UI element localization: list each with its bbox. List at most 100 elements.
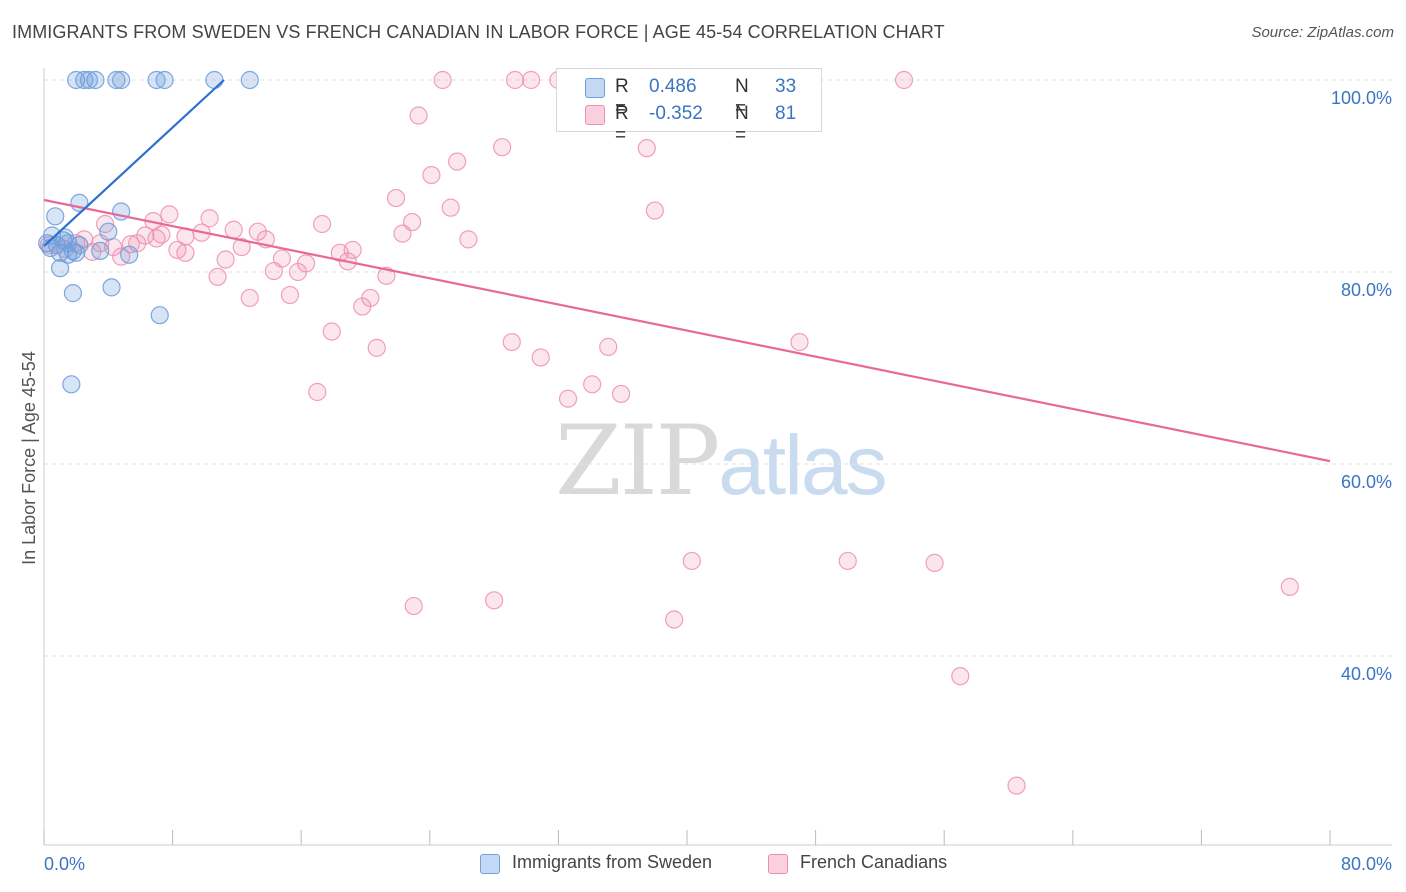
y-axis-label: In Labor Force | Age 45-54 — [19, 351, 39, 565]
correlation-legend: R = 0.486 N = 33 R = -0.352 N = 81 — [556, 68, 822, 146]
french-canadians-point — [505, 70, 525, 90]
french-canadians-point — [1280, 577, 1299, 596]
sweden-point — [205, 70, 224, 90]
french-canadians-point — [433, 70, 452, 90]
gridlines — [44, 79, 1392, 657]
french-canadians-point — [838, 551, 857, 571]
zipatlas-watermark: ZIPatlas — [555, 405, 888, 517]
french-canadians-point — [485, 591, 504, 610]
sweden-point — [55, 228, 74, 247]
french-canadians-point — [637, 139, 656, 158]
french-canadians-point — [583, 375, 602, 394]
french-canadians-point — [611, 384, 631, 404]
french-canadians-point — [308, 382, 327, 402]
french-canadians-point — [790, 332, 809, 352]
legend-n-value: 33 — [775, 76, 797, 97]
legend-r-value: -0.352 — [649, 103, 703, 124]
french-canadians-point — [1007, 776, 1026, 795]
sweden-point — [155, 70, 174, 90]
french-swatch — [768, 854, 788, 874]
watermark-zip: ZIP — [555, 405, 720, 517]
sweden-swatch — [480, 854, 500, 874]
french-canadians-point — [403, 212, 422, 232]
y-tick-label: 80.0% — [1341, 280, 1392, 300]
sweden-point — [240, 70, 259, 90]
french-canadians-point — [531, 348, 550, 367]
french-canadians-point — [422, 165, 441, 185]
french-canadians-point — [280, 285, 300, 305]
french-canadians-point — [459, 230, 478, 249]
sweden-points — [38, 70, 259, 394]
y-tick-label: 60.0% — [1341, 472, 1392, 492]
sweden-point — [120, 245, 139, 264]
sweden-point — [91, 241, 110, 260]
sweden-trend-line — [43, 79, 225, 247]
watermark-atlas: atlas — [718, 418, 887, 512]
french-canadians-point — [894, 70, 914, 90]
sweden-point — [62, 375, 81, 394]
french-canadians-point — [343, 240, 362, 260]
axes — [43, 68, 1392, 846]
sweden-point — [150, 306, 169, 325]
french-canadians-point — [176, 243, 195, 262]
trend-lines — [43, 79, 1331, 463]
french-canadians-point — [272, 249, 292, 268]
french-canadians-point — [216, 250, 235, 269]
french-canadians-point — [361, 288, 380, 308]
french-canadians-point — [951, 667, 970, 686]
sweden-point — [50, 259, 70, 278]
legend-r-label: R = — [615, 76, 629, 119]
french-canadians-point — [665, 610, 684, 629]
french-canadians-point — [377, 266, 396, 285]
french-canadians-points — [39, 70, 1299, 795]
french-canadians-point — [322, 322, 341, 341]
french-swatch — [585, 105, 605, 125]
french-canadians-point — [232, 237, 251, 257]
legend-r-label: R = — [615, 103, 629, 146]
sweden-point — [112, 70, 131, 90]
legend-n-label: N = — [735, 76, 749, 119]
french-canadians-point — [386, 188, 406, 208]
sweden-legend-label: Immigrants from Sweden — [512, 852, 713, 872]
french-canadians-point — [296, 254, 316, 273]
french-canadians-point — [409, 106, 428, 125]
french-canadians-point — [200, 209, 219, 228]
french-canadians-point — [441, 198, 460, 217]
french-canadians-point — [448, 152, 467, 171]
french-legend-label: French Canadians — [800, 852, 948, 872]
french-canadians-point — [147, 229, 166, 248]
x-tick-label: 80.0% — [1341, 854, 1392, 874]
french-canadians-point — [645, 201, 664, 220]
french-canadians-point — [367, 338, 386, 357]
french-canadians-trend-line — [43, 198, 1331, 463]
chart-title: IMMIGRANTS FROM SWEDEN VS FRENCH CANADIA… — [12, 22, 945, 42]
french-canadians-point — [493, 138, 512, 157]
source-label: Source: ZipAtlas.com — [1251, 24, 1394, 41]
sweden-point — [46, 207, 65, 226]
sweden-swatch — [585, 78, 605, 98]
french-canadians-point — [599, 337, 618, 356]
sweden-point — [99, 222, 118, 241]
sweden-point — [107, 70, 126, 90]
french-canadians-point — [521, 70, 541, 90]
sweden-point — [59, 234, 78, 253]
sweden-point — [79, 70, 99, 90]
french-canadians-point — [502, 332, 521, 352]
legend-n-label: N = — [735, 103, 749, 146]
french-canadians-point — [136, 226, 155, 245]
french-canadians-point — [925, 553, 944, 572]
french-canadians-point — [160, 205, 179, 224]
sweden-point — [102, 278, 121, 297]
french-canadians-point — [224, 220, 243, 239]
sweden-point — [86, 70, 105, 90]
legend-n-value: 81 — [775, 103, 797, 124]
french-canadians-point — [208, 267, 227, 286]
french-canadians-point — [404, 596, 423, 616]
french-canadians-point — [240, 288, 259, 308]
y-tick-label: 40.0% — [1341, 664, 1392, 684]
x-tick-label: 0.0% — [44, 854, 85, 874]
french-canadians-point — [682, 551, 701, 571]
sweden-point — [63, 284, 83, 303]
french-canadians-point — [558, 389, 578, 408]
